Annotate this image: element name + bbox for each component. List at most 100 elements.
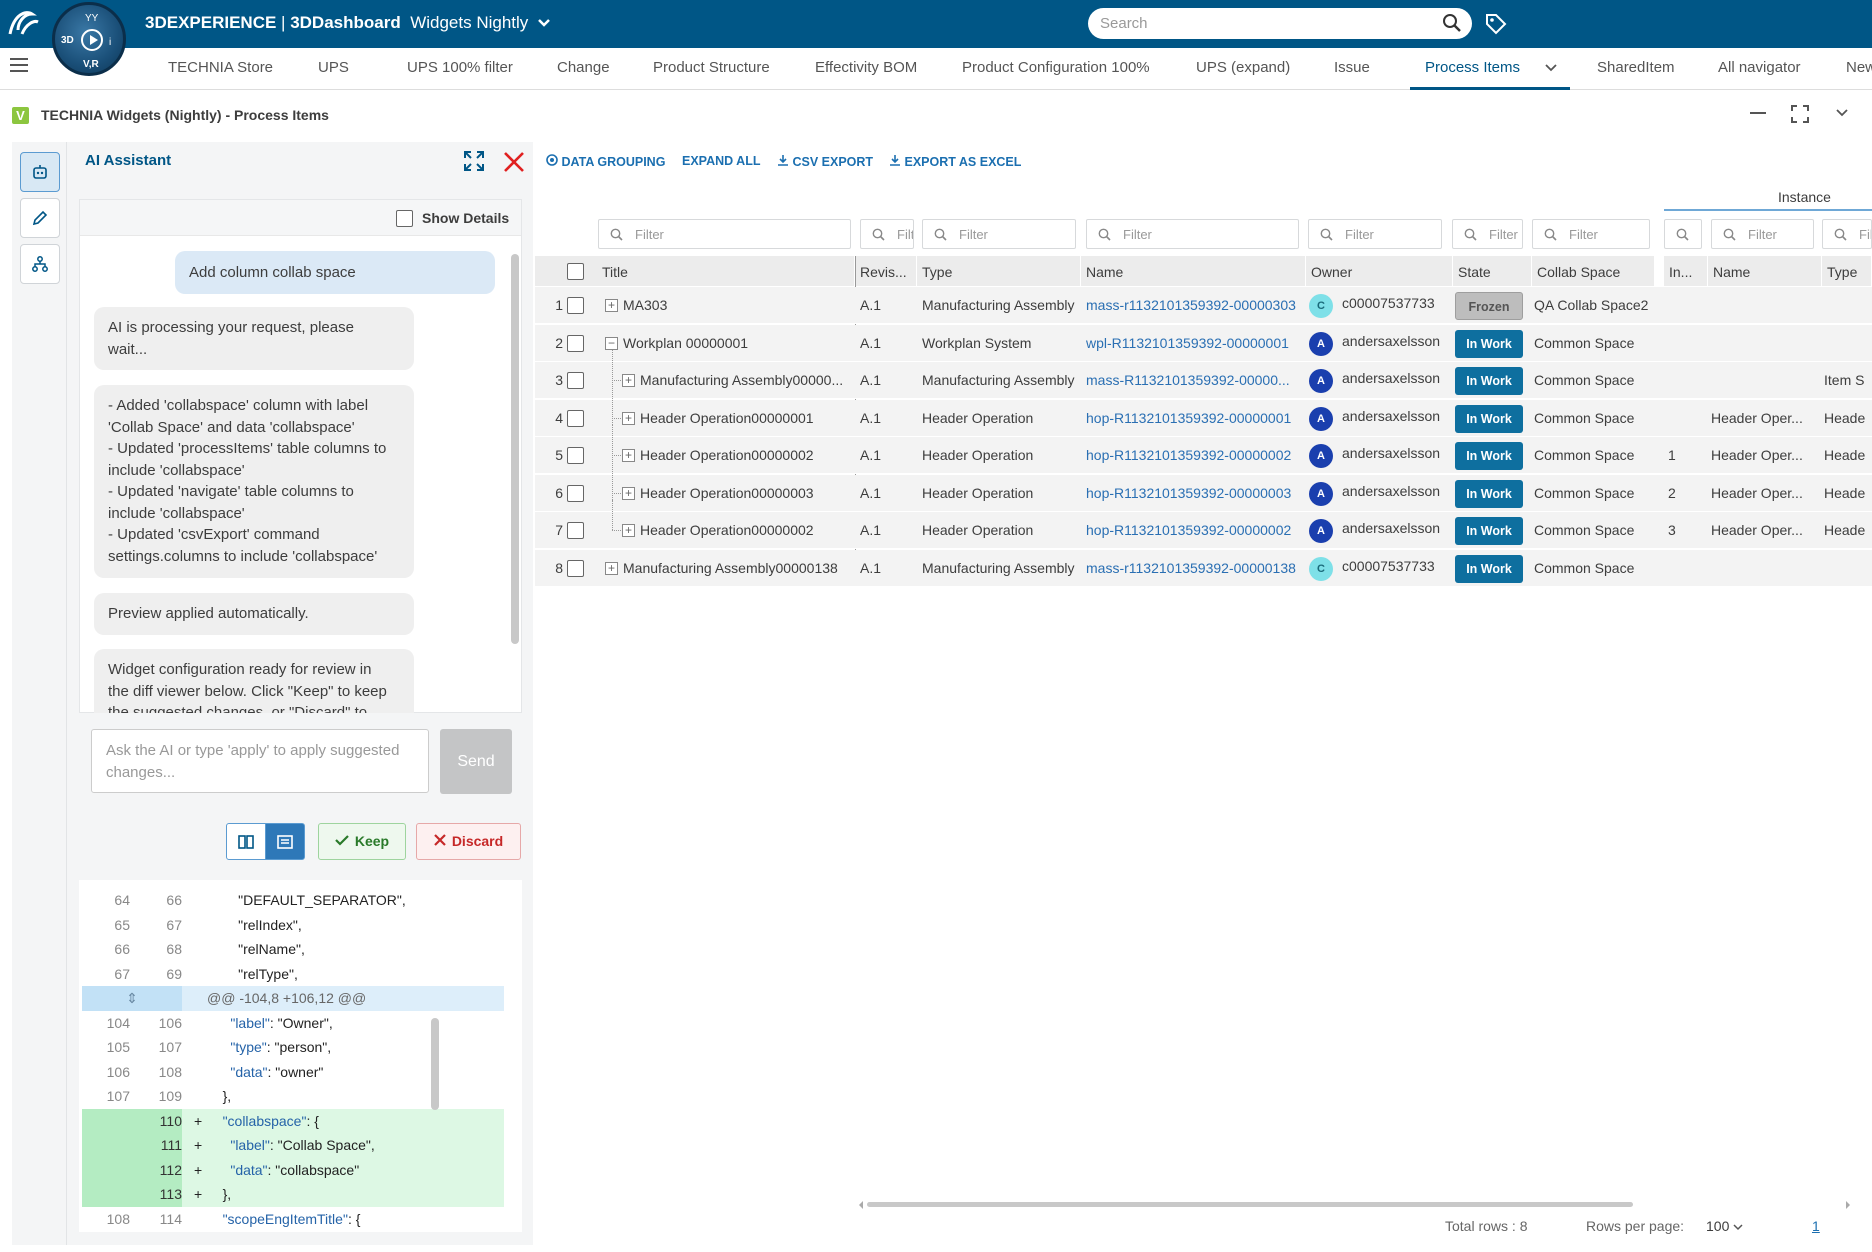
tab-product-configuration[interactable]: Product Configuration 100% <box>962 59 1150 76</box>
row-checkbox[interactable] <box>567 297 584 314</box>
chevron-down-icon[interactable] <box>1836 109 1848 117</box>
column-header[interactable]: Name <box>1708 256 1822 286</box>
column-filter-input[interactable]: Filter <box>1532 219 1650 249</box>
name-link[interactable]: mass-r1132101359392-00000138 <box>1086 559 1296 576</box>
column-filter-input[interactable]: Filter <box>860 219 914 249</box>
name-link[interactable]: hop-R1132101359392-00000002 <box>1086 522 1292 538</box>
diff-scrollbar[interactable] <box>431 890 439 1230</box>
name-link[interactable]: wpl-R1132101359392-00000001 <box>1086 334 1289 351</box>
column-filter-input[interactable]: Filter <box>922 219 1076 249</box>
expand-icon[interactable] <box>463 150 485 172</box>
split-view-button[interactable] <box>226 823 266 860</box>
expand-row-icon[interactable]: + <box>605 561 618 575</box>
page-number[interactable]: 1 <box>1812 1218 1820 1234</box>
keep-button[interactable]: Keep <box>318 823 406 860</box>
column-header[interactable]: Collab Space <box>1532 256 1655 286</box>
tab-ups[interactable]: UPS <box>318 59 349 76</box>
expand-row-icon[interactable]: + <box>622 486 635 500</box>
column-filter-input[interactable]: Filter <box>1308 219 1442 249</box>
row-checkbox[interactable] <box>567 409 584 427</box>
show-details-checkbox[interactable] <box>396 210 413 227</box>
row-checkbox[interactable] <box>567 447 584 464</box>
table-horizontal-scrollbar[interactable] <box>857 1200 1852 1208</box>
rows-per-page-select[interactable]: 100 <box>1706 1218 1743 1234</box>
tab-ups-100-filter[interactable]: UPS 100% filter <box>407 59 513 76</box>
app-title[interactable]: 3DEXPERIENCE | 3DDashboard Widgets Night… <box>145 13 551 33</box>
name-link[interactable]: mass-r1132101359392-00000303 <box>1086 297 1296 313</box>
chat-input[interactable]: Ask the AI or type 'apply' to apply sugg… <box>91 729 429 793</box>
close-icon[interactable] <box>503 151 525 173</box>
expand-row-icon[interactable]: − <box>605 336 618 350</box>
table-row[interactable] <box>535 362 1872 399</box>
structure-button[interactable] <box>20 244 60 284</box>
column-header[interactable]: Revis... <box>855 256 917 286</box>
dashboard-label[interactable]: Widgets Nightly <box>410 13 529 32</box>
tag-icon[interactable] <box>1484 12 1508 36</box>
edit-button[interactable] <box>20 198 60 238</box>
search-input[interactable]: Search <box>1088 8 1472 39</box>
tab-new[interactable]: New <box>1846 59 1872 76</box>
ai-assistant-button[interactable] <box>20 152 60 192</box>
send-button[interactable]: Send <box>440 729 512 794</box>
table-row[interactable] <box>535 549 1872 587</box>
show-details-label[interactable]: Show Details <box>422 210 510 226</box>
expand-row-icon[interactable]: + <box>622 411 635 425</box>
column-header[interactable]: State <box>1453 256 1532 286</box>
name-link[interactable]: mass-R1132101359392-00000... <box>1086 372 1290 388</box>
table-row[interactable] <box>535 287 1872 324</box>
maximize-icon[interactable] <box>1791 105 1809 123</box>
tab-all-navigator[interactable]: All navigator <box>1718 59 1801 76</box>
row-checkbox[interactable] <box>567 522 584 539</box>
chat-history[interactable]: Show Details Add column collab space AI … <box>79 199 522 713</box>
table-row[interactable] <box>535 437 1872 474</box>
tab-ups-expand[interactable]: UPS (expand) <box>1196 59 1291 76</box>
tab-technia-store[interactable]: TECHNIA Store <box>168 59 274 76</box>
table-row[interactable] <box>535 512 1872 549</box>
tab-change[interactable]: Change <box>557 59 610 76</box>
scroll-right-icon[interactable] <box>1844 1200 1852 1210</box>
expand-row-icon[interactable]: + <box>622 524 635 537</box>
data-grouping-button[interactable]: DATA GROUPING <box>546 154 665 169</box>
column-header[interactable]: Owner <box>1306 256 1453 286</box>
chevron-down-icon[interactable] <box>537 18 551 28</box>
unified-view-button[interactable] <box>265 823 305 860</box>
column-filter-input[interactable]: Filter <box>1711 219 1814 249</box>
table-row[interactable] <box>535 324 1872 362</box>
search-icon[interactable] <box>1442 13 1462 33</box>
column-header[interactable]: Name <box>1081 256 1306 286</box>
name-link[interactable]: hop-R1132101359392-00000002 <box>1086 447 1292 463</box>
chat-scrollbar[interactable] <box>511 240 519 710</box>
expand-hunk-icon[interactable]: ⇕ <box>82 986 182 1011</box>
tab-product-structure[interactable]: Product Structure <box>653 59 770 76</box>
select-all-checkbox[interactable] <box>567 263 584 280</box>
row-checkbox[interactable] <box>567 334 584 352</box>
column-header[interactable]: Title <box>597 256 855 286</box>
column-filter-input[interactable]: Filter <box>1452 219 1523 249</box>
column-filter-input[interactable]: Filter <box>598 219 851 249</box>
column-filter-input[interactable]: Filter <box>1664 219 1702 249</box>
table-row[interactable] <box>535 474 1872 512</box>
column-header[interactable]: Type <box>1822 256 1872 286</box>
column-filter-input[interactable]: Filter <box>1086 219 1299 249</box>
name-link[interactable]: hop-R1132101359392-00000001 <box>1086 409 1292 426</box>
minimize-icon[interactable] <box>1750 112 1766 116</box>
scroll-left-icon[interactable] <box>857 1200 865 1210</box>
table-row[interactable] <box>535 399 1872 437</box>
discard-button[interactable]: Discard <box>416 823 521 860</box>
row-checkbox[interactable] <box>567 372 584 389</box>
row-checkbox[interactable] <box>567 484 584 502</box>
tab-process-items[interactable]: Process Items <box>1410 48 1570 90</box>
export-excel-button[interactable]: EXPORT AS EXCEL <box>889 154 1021 169</box>
diff-viewer[interactable]: 64 66 "DEFAULT_SEPARATOR", 65 67 "relIndex"… <box>79 880 522 1232</box>
csv-export-button[interactable]: CSV EXPORT <box>777 154 873 169</box>
tab-shareditem[interactable]: SharedItem <box>1597 59 1675 76</box>
expand-row-icon[interactable]: + <box>622 374 635 387</box>
expand-all-button[interactable]: EXPAND ALL <box>682 154 761 168</box>
tab-issue[interactable]: Issue <box>1334 59 1370 76</box>
menu-icon[interactable] <box>10 58 28 72</box>
name-link[interactable]: hop-R1132101359392-00000003 <box>1086 484 1292 501</box>
column-header[interactable]: In... <box>1664 256 1708 286</box>
expand-row-icon[interactable]: + <box>605 299 618 312</box>
expand-row-icon[interactable]: + <box>622 449 635 462</box>
chevron-down-icon[interactable] <box>1545 59 1557 75</box>
